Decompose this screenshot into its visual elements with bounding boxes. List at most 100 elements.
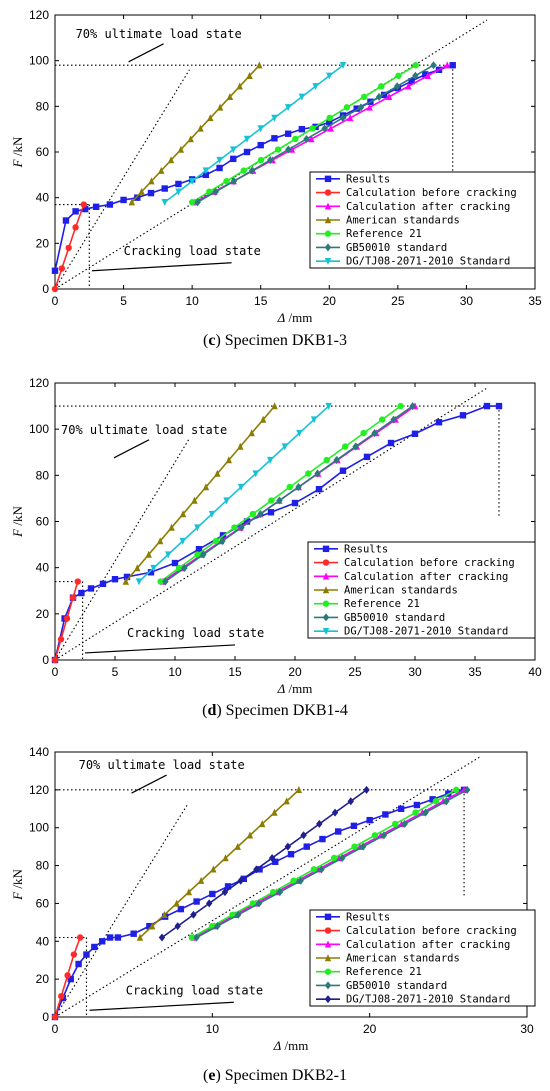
series-point [366, 103, 373, 111]
series-point [308, 135, 315, 143]
series-point [397, 805, 405, 812]
x-tick-label: 10 [185, 294, 199, 308]
chart-dkb2-1: 0 10 20 30 0 20 40 60 80 100 120 140 Δ /mm F /kN 70% u… [10, 745, 536, 1084]
annotation-cracking: Cracking load state [124, 244, 261, 258]
series-point [197, 124, 204, 132]
legend-entry: Calculation before cracking [346, 925, 517, 937]
y-tick-label: 60 [36, 515, 50, 529]
caption-close: ) [215, 332, 220, 349]
series-point [422, 808, 429, 817]
series-point [236, 82, 243, 90]
series-point [359, 842, 367, 851]
y-axis-symbol: F [10, 528, 25, 538]
series-point [135, 578, 143, 586]
series-point [202, 483, 210, 491]
y-tick-label: 120 [29, 376, 49, 390]
series-point [267, 456, 274, 464]
legend-marker [324, 202, 332, 210]
series-point [287, 851, 295, 858]
series-point [208, 510, 216, 518]
legend-entry: Results [346, 173, 390, 185]
series-point [57, 636, 65, 643]
series-point [291, 499, 299, 507]
y-tick-label: 120 [29, 783, 49, 797]
series-point [171, 559, 179, 567]
series-6 [161, 62, 347, 207]
series-point [161, 199, 168, 207]
series-point [134, 194, 141, 201]
y-axis-unit: /kN [10, 869, 25, 892]
series-point [371, 429, 378, 438]
series-point [173, 899, 180, 907]
y-tick-label: 140 [29, 745, 49, 759]
series-1 [51, 934, 84, 1021]
legend-box [307, 541, 536, 639]
series-point [397, 402, 404, 410]
y-tick-label: 80 [36, 859, 50, 873]
series-point [310, 866, 318, 873]
series-point [174, 922, 181, 931]
series-point [148, 922, 156, 930]
x-tick-label: 35 [528, 294, 542, 308]
y-tick-label: 80 [36, 99, 50, 113]
series-line [191, 64, 417, 203]
series-1 [51, 201, 88, 293]
caption-close: ) [215, 1067, 220, 1084]
series-point [257, 141, 264, 149]
legend-entry: DG/TJ08-2071-2010 Standard [346, 256, 510, 268]
series-point [312, 83, 319, 91]
series-point [190, 910, 197, 919]
series-point [295, 483, 302, 492]
series-point [223, 497, 230, 505]
series-point [298, 125, 306, 133]
series-point [225, 456, 233, 464]
series-point [412, 809, 419, 816]
caption-specimen: Specimen DKB2-1 [221, 1067, 347, 1084]
y-tick-label: 40 [36, 561, 50, 575]
series-point [106, 934, 114, 941]
series-point [360, 93, 368, 101]
series-point [235, 910, 242, 919]
x-tick-label: 30 [520, 1022, 534, 1036]
series-point [111, 576, 119, 583]
series-point [147, 189, 155, 197]
x-tick-label: 20 [363, 1022, 377, 1036]
legend-marker [324, 175, 332, 183]
series-point [230, 177, 238, 186]
series-point [258, 820, 266, 828]
series-point [257, 510, 264, 519]
legend-entry: GB50010 standard [344, 612, 445, 624]
legend-marker [322, 572, 330, 580]
y-axis-unit: /kN [10, 506, 25, 529]
series-point [443, 797, 450, 806]
series-point [382, 811, 389, 818]
series-point [193, 898, 200, 905]
series-point [248, 429, 255, 437]
series-point [326, 72, 333, 80]
series-point [157, 578, 164, 585]
y-tick-label: 100 [29, 821, 49, 835]
series-point [175, 188, 182, 196]
series-point [248, 166, 256, 175]
series-point [177, 145, 185, 153]
series-point [62, 217, 70, 224]
series-point [272, 858, 279, 865]
series-point [285, 145, 292, 154]
x-tick-label: 5 [112, 665, 119, 679]
y-tick-label: 40 [36, 934, 50, 948]
series-point [357, 103, 365, 112]
x-tick-label: 10 [206, 1022, 220, 1036]
initial-stiffness-guide [54, 69, 190, 290]
series-point [237, 876, 244, 885]
series-point [231, 524, 238, 531]
series-point [136, 933, 144, 941]
legend-marker [324, 913, 332, 921]
series-point [303, 135, 310, 144]
series-point [58, 265, 66, 272]
series-point [226, 93, 234, 101]
series-point [51, 267, 59, 274]
y-tick-label: 0 [42, 1010, 49, 1024]
series-6 [158, 785, 370, 942]
series-point [92, 203, 100, 210]
series-point [271, 402, 278, 410]
